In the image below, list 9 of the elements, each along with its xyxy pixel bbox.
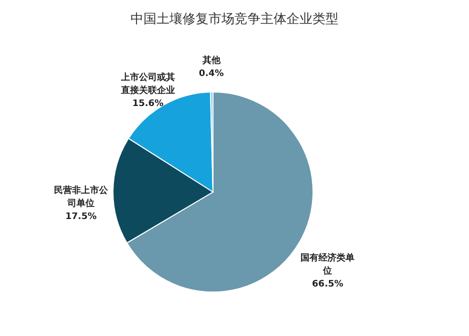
slice-label: 上市公司或其直接关联企业 [120, 72, 175, 96]
data-label: 66.5% [312, 279, 344, 290]
data-label: 15.6% [132, 99, 164, 110]
slice-label: 民营非上市公司单位 [54, 184, 110, 209]
data-label: 0.4% [198, 69, 224, 80]
slice-label: 其他 [201, 55, 222, 66]
data-label: 17.5% [65, 212, 97, 222]
slice-label: 国有经济类单位 [300, 252, 355, 276]
chart-title: 中国土壤修复市场竞争主体企业类型 [130, 11, 338, 27]
